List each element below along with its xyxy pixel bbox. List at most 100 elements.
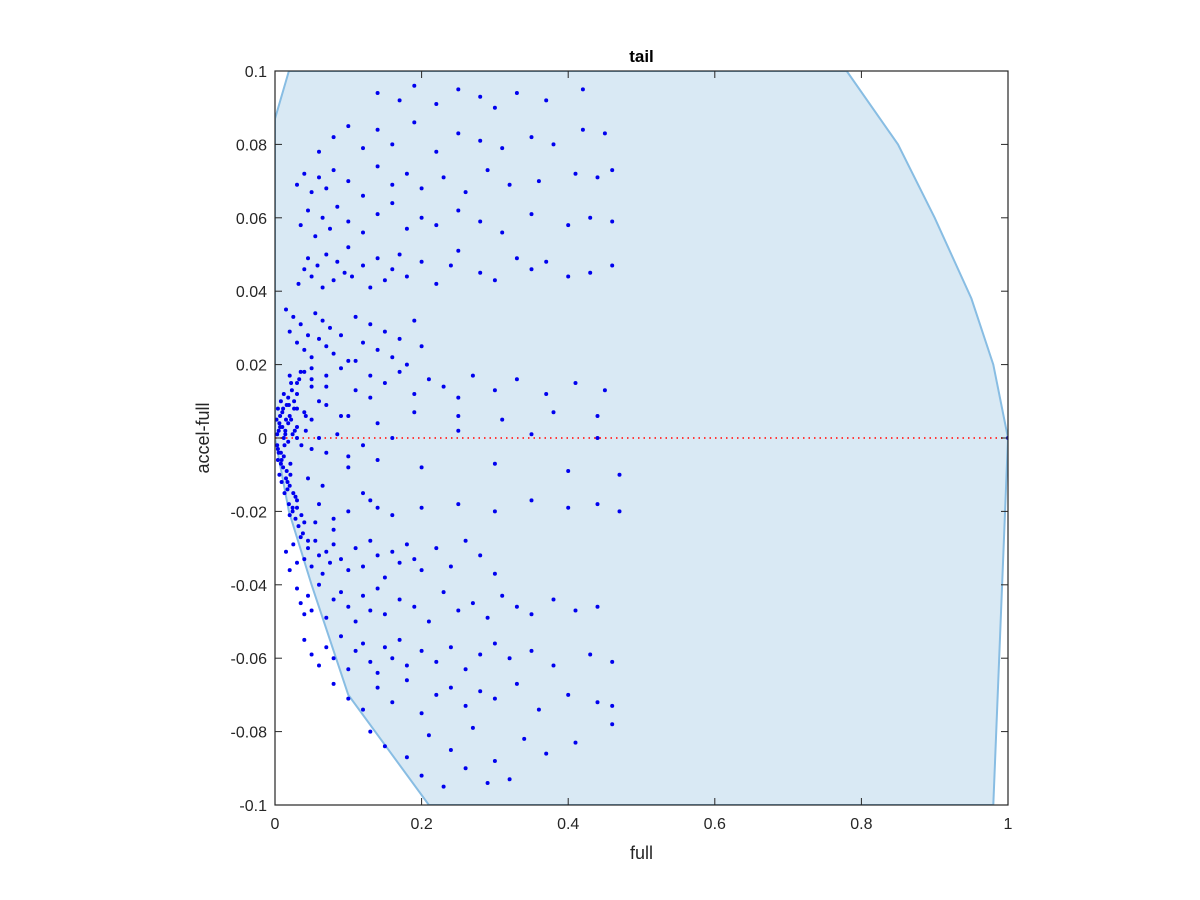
data-point bbox=[507, 182, 512, 187]
data-point bbox=[309, 274, 314, 279]
data-point bbox=[299, 513, 304, 518]
x-tick-label: 0.2 bbox=[410, 816, 432, 833]
data-point bbox=[566, 274, 571, 279]
data-point bbox=[296, 524, 301, 529]
data-point bbox=[309, 608, 314, 613]
x-axis-label: full bbox=[630, 843, 653, 863]
data-point bbox=[397, 369, 402, 374]
data-point bbox=[291, 314, 296, 319]
data-point bbox=[390, 355, 395, 360]
data-point bbox=[297, 377, 302, 382]
data-point bbox=[368, 729, 373, 734]
data-point bbox=[309, 564, 314, 569]
data-point bbox=[283, 428, 288, 433]
data-point bbox=[279, 480, 284, 484]
data-point bbox=[309, 366, 314, 371]
data-point bbox=[317, 149, 321, 154]
data-point bbox=[275, 443, 280, 448]
x-tick-label: 0.4 bbox=[557, 816, 579, 833]
data-point bbox=[478, 652, 483, 657]
data-point bbox=[286, 439, 291, 444]
data-point bbox=[290, 432, 295, 437]
data-point bbox=[463, 538, 468, 543]
data-point bbox=[335, 259, 340, 264]
data-point bbox=[478, 94, 483, 99]
data-point bbox=[309, 447, 314, 451]
data-point bbox=[544, 392, 549, 396]
data-point bbox=[302, 171, 307, 176]
data-point bbox=[551, 597, 556, 602]
data-point bbox=[285, 487, 290, 492]
data-point bbox=[320, 483, 325, 488]
data-point bbox=[551, 410, 556, 415]
data-point bbox=[317, 582, 321, 587]
data-point bbox=[390, 182, 395, 187]
data-point bbox=[298, 322, 303, 327]
data-point bbox=[573, 381, 578, 385]
y-tick-label: 0.02 bbox=[236, 358, 267, 375]
data-point bbox=[617, 472, 622, 477]
data-point bbox=[324, 645, 329, 650]
data-point bbox=[470, 601, 475, 606]
data-point bbox=[278, 414, 283, 418]
data-point bbox=[485, 615, 490, 620]
data-point bbox=[485, 168, 490, 173]
data-point bbox=[573, 608, 578, 613]
data-point bbox=[320, 318, 325, 323]
data-point bbox=[426, 377, 431, 382]
data-point bbox=[404, 226, 409, 231]
data-point bbox=[492, 696, 497, 701]
data-point bbox=[279, 458, 284, 462]
data-point bbox=[342, 270, 347, 275]
data-point bbox=[278, 461, 283, 466]
data-point bbox=[544, 259, 549, 264]
data-point bbox=[448, 263, 453, 268]
y-tick-label: 0.04 bbox=[236, 284, 267, 301]
data-point bbox=[419, 259, 424, 264]
y-tick-label: -0.08 bbox=[231, 725, 268, 742]
data-point bbox=[382, 612, 387, 617]
data-point bbox=[448, 748, 453, 752]
data-point bbox=[404, 542, 409, 547]
data-point bbox=[296, 281, 301, 286]
data-point bbox=[361, 641, 365, 646]
data-point bbox=[551, 142, 556, 147]
data-point bbox=[309, 652, 314, 657]
data-point bbox=[456, 395, 461, 400]
data-point bbox=[382, 329, 387, 334]
y-tick-label: -0.02 bbox=[231, 504, 268, 521]
x-tick-label: 0 bbox=[271, 816, 280, 833]
data-point bbox=[492, 509, 497, 514]
data-point bbox=[313, 234, 318, 239]
y-tick-label: -0.1 bbox=[239, 798, 267, 815]
data-point bbox=[292, 406, 297, 411]
data-point bbox=[500, 146, 505, 151]
data-point bbox=[287, 568, 292, 573]
data-points bbox=[275, 83, 1008, 789]
data-point bbox=[536, 179, 541, 184]
data-point bbox=[293, 494, 298, 499]
data-point bbox=[353, 546, 358, 551]
data-point bbox=[361, 340, 365, 345]
data-point bbox=[283, 432, 288, 437]
data-point bbox=[514, 681, 519, 686]
data-point bbox=[595, 700, 600, 705]
data-point bbox=[278, 425, 283, 429]
data-point bbox=[339, 590, 343, 595]
data-point bbox=[275, 432, 280, 437]
data-point bbox=[288, 461, 293, 466]
data-point bbox=[441, 590, 446, 595]
data-point bbox=[350, 274, 354, 279]
data-point bbox=[317, 436, 321, 440]
data-point bbox=[292, 399, 297, 404]
data-point bbox=[339, 414, 343, 418]
data-point bbox=[485, 781, 490, 785]
data-point bbox=[514, 91, 519, 95]
data-point bbox=[346, 696, 351, 701]
data-point bbox=[287, 513, 292, 518]
data-point bbox=[277, 421, 282, 426]
data-point bbox=[295, 392, 299, 396]
data-point bbox=[368, 608, 373, 613]
data-point bbox=[375, 212, 380, 217]
data-point bbox=[390, 267, 395, 272]
